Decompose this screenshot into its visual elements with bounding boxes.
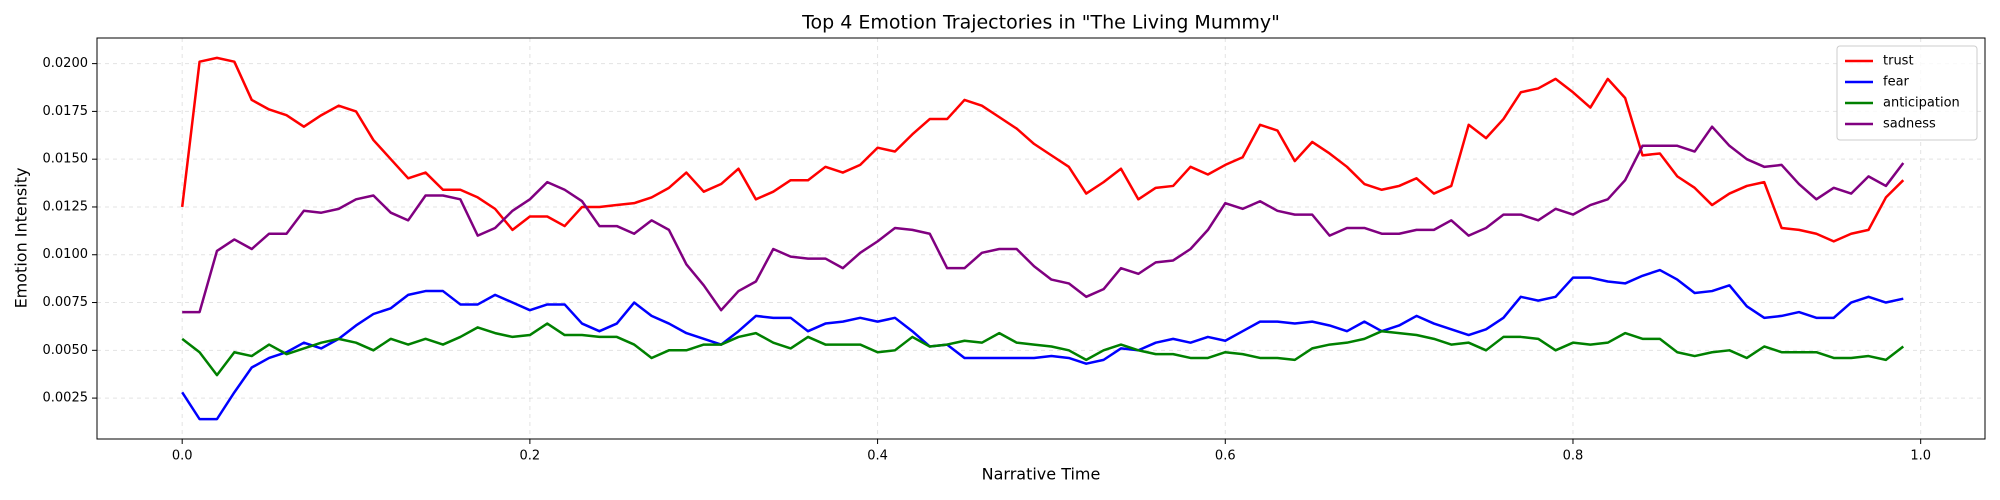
x-tick-label: 1.0 bbox=[1910, 449, 1931, 464]
x-tick-label: 0.8 bbox=[1563, 449, 1584, 464]
legend-label: fear bbox=[1883, 75, 1910, 90]
y-tick-label: 0.0100 bbox=[43, 247, 89, 262]
data-line bbox=[182, 125, 1905, 314]
y-tick-label: 0.0125 bbox=[43, 199, 89, 214]
y-tick-label: 0.0075 bbox=[43, 295, 89, 310]
y-tick-label: 0.0150 bbox=[43, 152, 89, 167]
chart-title: Top 4 Emotion Trajectories in "The Livin… bbox=[801, 12, 1280, 34]
legend-label: anticipation bbox=[1883, 96, 1960, 111]
legend-label: trust bbox=[1883, 54, 1914, 69]
data-line bbox=[180, 56, 1905, 243]
x-tick-label: 0.0 bbox=[172, 449, 193, 464]
y-axis-label: Emotion Intensity bbox=[12, 168, 31, 309]
y-tick-label: 0.0025 bbox=[43, 391, 89, 406]
y-tick-label: 0.0050 bbox=[43, 343, 89, 358]
data-line bbox=[181, 268, 1904, 421]
x-axis-label: Narrative Time bbox=[982, 465, 1101, 484]
y-tick-label: 0.0200 bbox=[43, 56, 89, 71]
x-tick-label: 0.6 bbox=[1215, 449, 1236, 464]
x-tick-label: 0.4 bbox=[867, 449, 888, 464]
x-tick-label: 0.2 bbox=[520, 449, 541, 464]
y-tick-label: 0.0175 bbox=[43, 104, 89, 119]
plot-frame bbox=[96, 37, 1986, 440]
data-line bbox=[181, 322, 1905, 377]
legend-box bbox=[1836, 45, 1978, 141]
legend-label: sadness bbox=[1883, 117, 1936, 132]
